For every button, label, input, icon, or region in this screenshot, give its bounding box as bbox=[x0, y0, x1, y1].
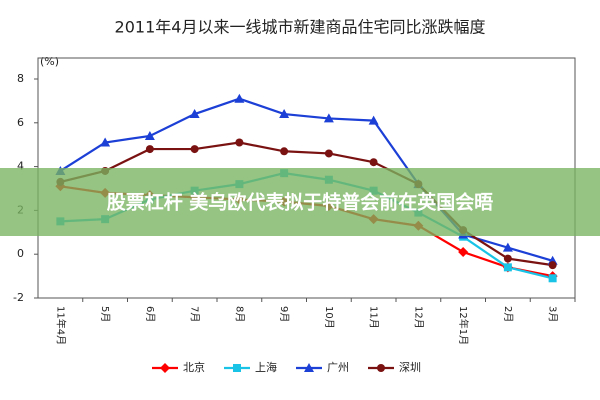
point bbox=[369, 158, 378, 167]
x-tick-label: 11月 bbox=[368, 306, 380, 329]
series-line bbox=[59, 97, 553, 262]
x-tick-label: 7月 bbox=[189, 306, 201, 322]
point bbox=[503, 263, 512, 272]
x-tick-label: 3月 bbox=[547, 306, 559, 322]
legend-marker bbox=[160, 363, 170, 373]
x-tick-label: 11年4月 bbox=[54, 306, 67, 345]
point bbox=[144, 130, 155, 140]
x-tick-label: 8月 bbox=[233, 306, 245, 322]
point bbox=[458, 247, 469, 258]
legend-marker bbox=[377, 364, 385, 372]
x-tick-label: 12月 bbox=[412, 306, 424, 329]
point bbox=[368, 115, 379, 125]
point bbox=[235, 138, 244, 147]
chart-title: 2011年4月以来一线城市新建商品住宅同比涨跌幅度 bbox=[115, 18, 486, 37]
point bbox=[548, 261, 557, 270]
x-tick-label: 2月 bbox=[502, 306, 514, 322]
banner-background bbox=[0, 168, 600, 236]
point bbox=[323, 113, 334, 123]
point bbox=[280, 147, 289, 156]
point bbox=[190, 145, 199, 154]
legend-marker bbox=[304, 363, 314, 372]
x-tick-label: 10月 bbox=[323, 306, 335, 329]
point bbox=[503, 254, 512, 263]
y-tick-label: 4 bbox=[17, 160, 24, 173]
y-tick-label: 8 bbox=[17, 72, 24, 85]
y-tick-label: 6 bbox=[17, 116, 24, 129]
legend-label: 北京 bbox=[183, 360, 205, 374]
point bbox=[145, 145, 154, 154]
point bbox=[234, 93, 245, 103]
y-unit: (%) bbox=[40, 55, 59, 68]
y-tick-label: -2 bbox=[13, 291, 24, 304]
point bbox=[189, 109, 200, 119]
legend-label: 深圳 bbox=[399, 361, 421, 374]
legend-marker bbox=[233, 364, 241, 372]
legend-label: 广州 bbox=[327, 361, 349, 374]
point bbox=[324, 149, 333, 158]
x-tick-label: 5月 bbox=[99, 306, 111, 322]
x-tick-label: 6月 bbox=[144, 306, 156, 322]
y-tick-label: 0 bbox=[17, 247, 24, 260]
banner-text: 股票杠杆 美乌欧代表拟于特普会前在英国会晤 bbox=[107, 191, 494, 214]
x-tick-label: 9月 bbox=[278, 306, 290, 322]
x-tick-label: 12年1月 bbox=[457, 306, 470, 345]
legend-label: 上海 bbox=[255, 360, 277, 374]
point bbox=[502, 242, 513, 252]
point bbox=[100, 137, 111, 147]
point bbox=[279, 109, 290, 119]
point bbox=[548, 274, 557, 283]
